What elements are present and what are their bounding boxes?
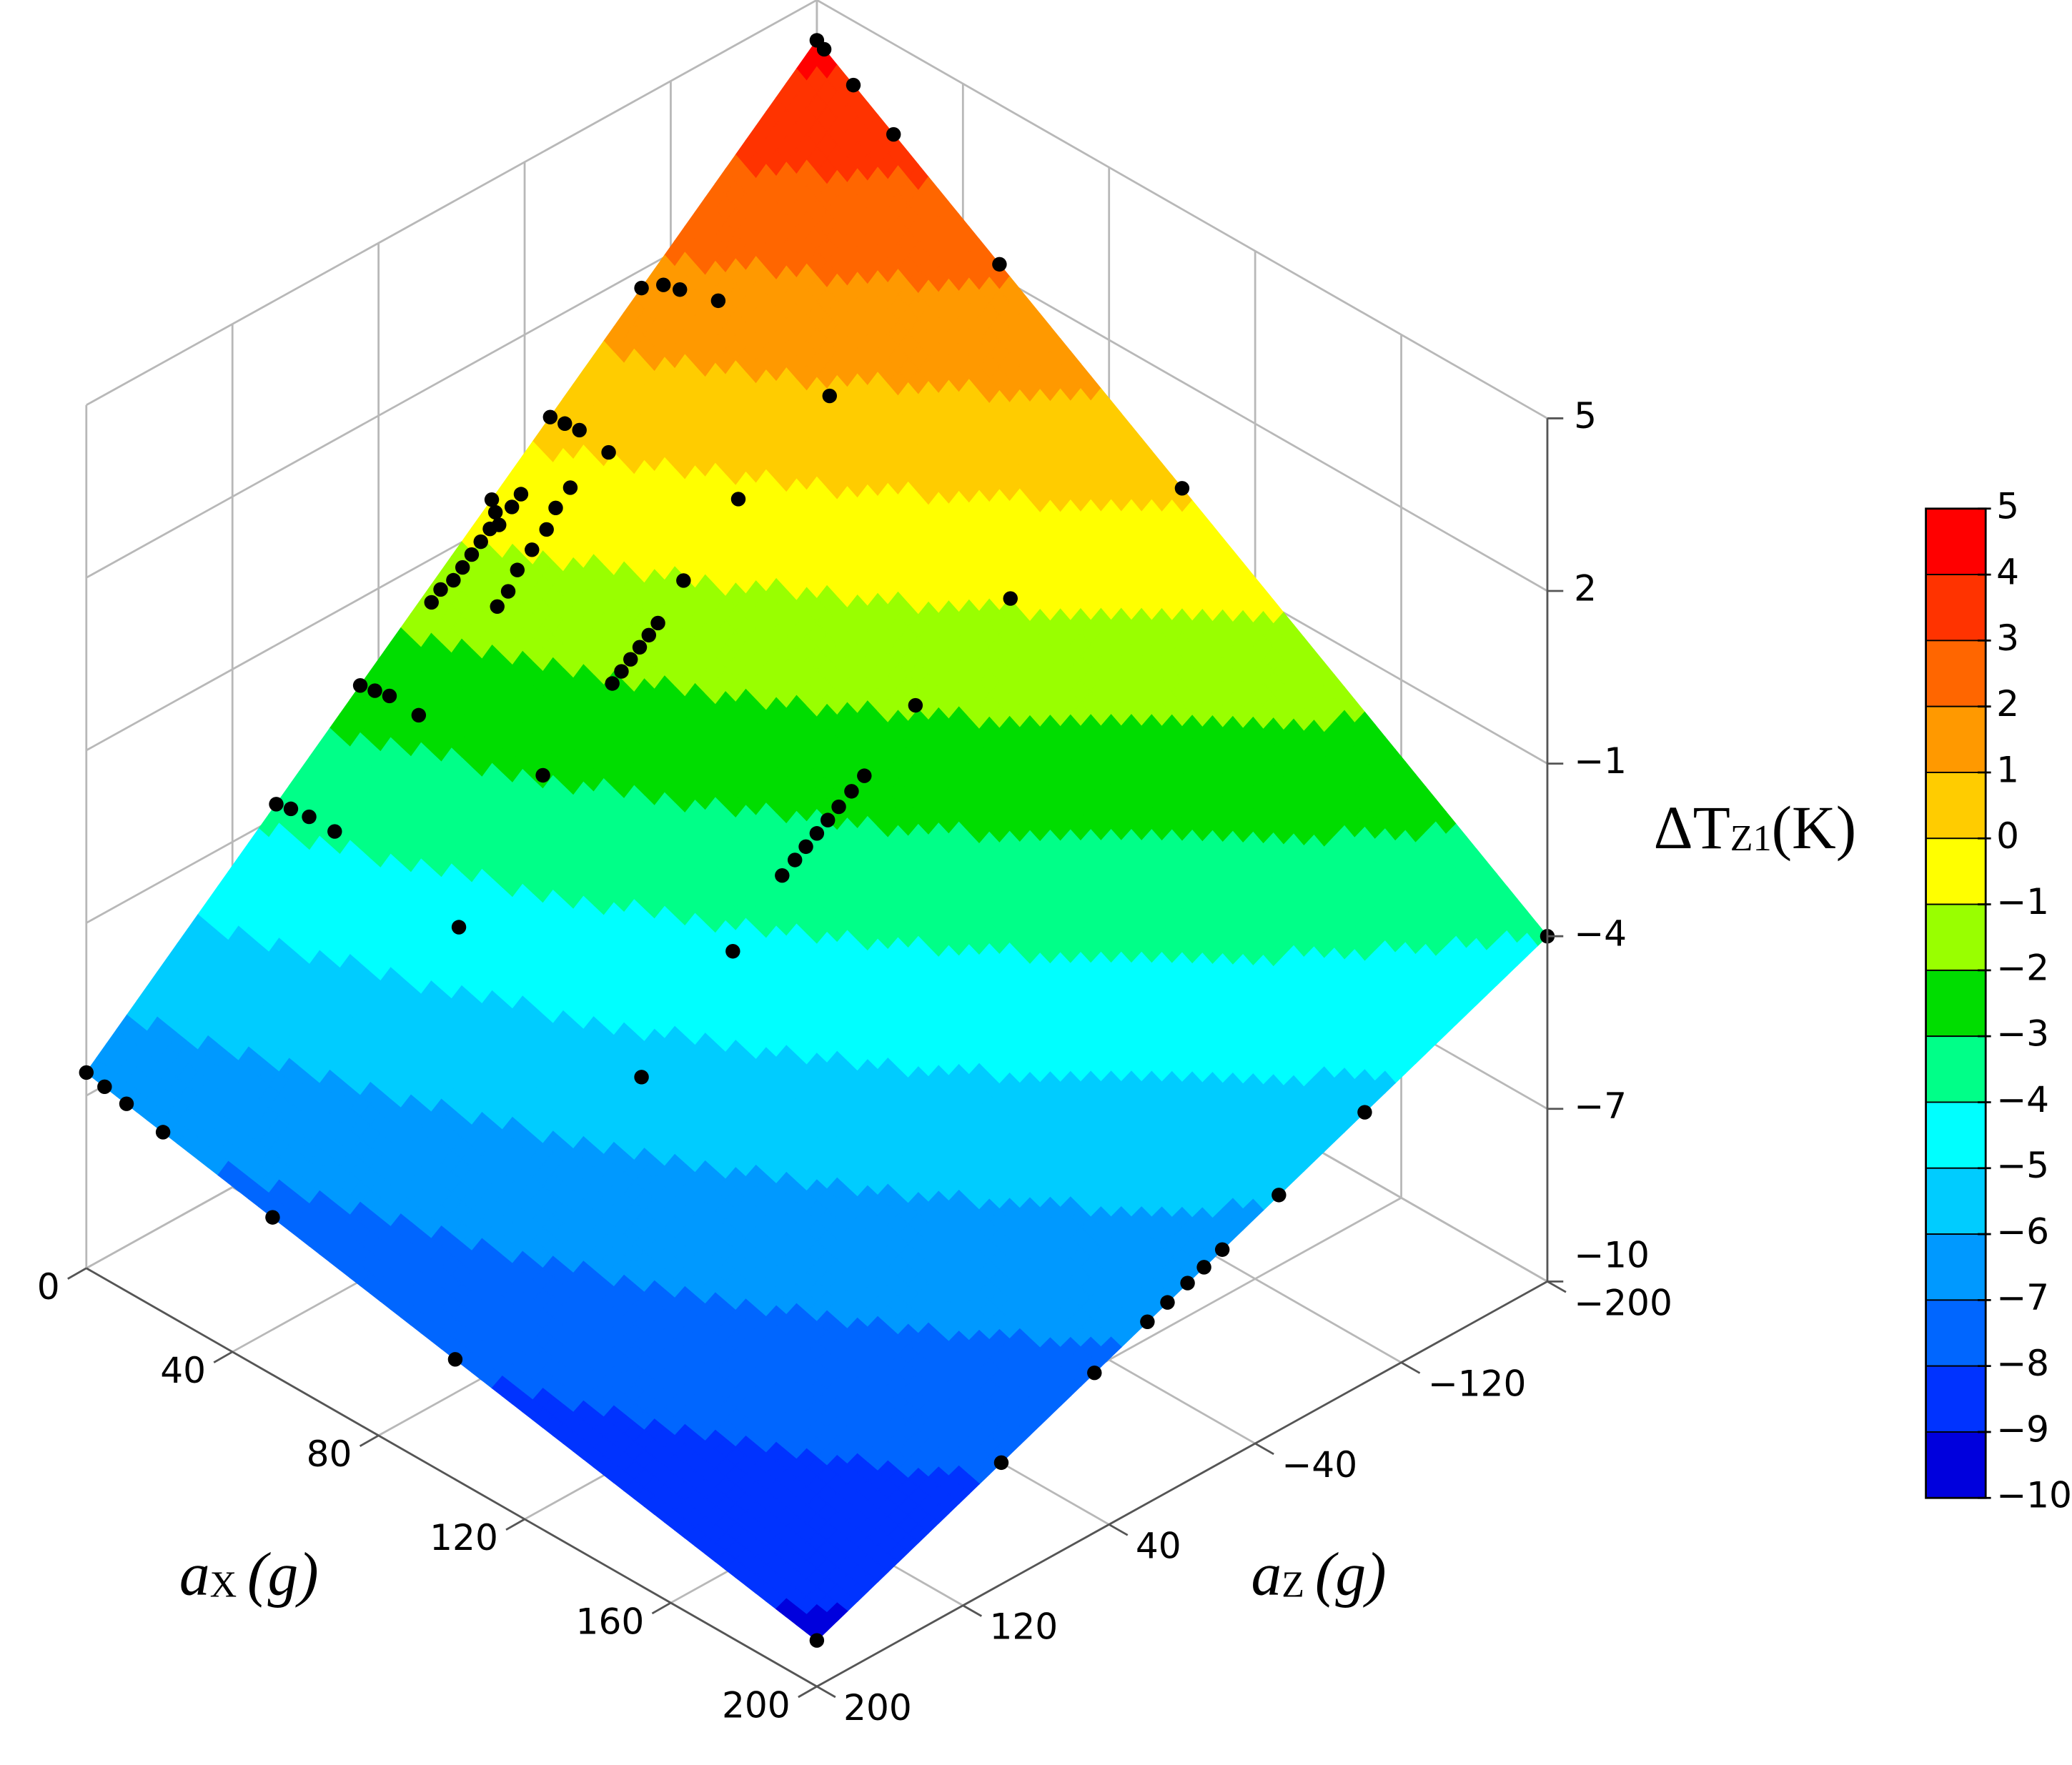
wall-grid-line (816, 0, 1548, 419)
surface (85, 39, 1548, 1641)
wall-grid-line (86, 0, 818, 407)
